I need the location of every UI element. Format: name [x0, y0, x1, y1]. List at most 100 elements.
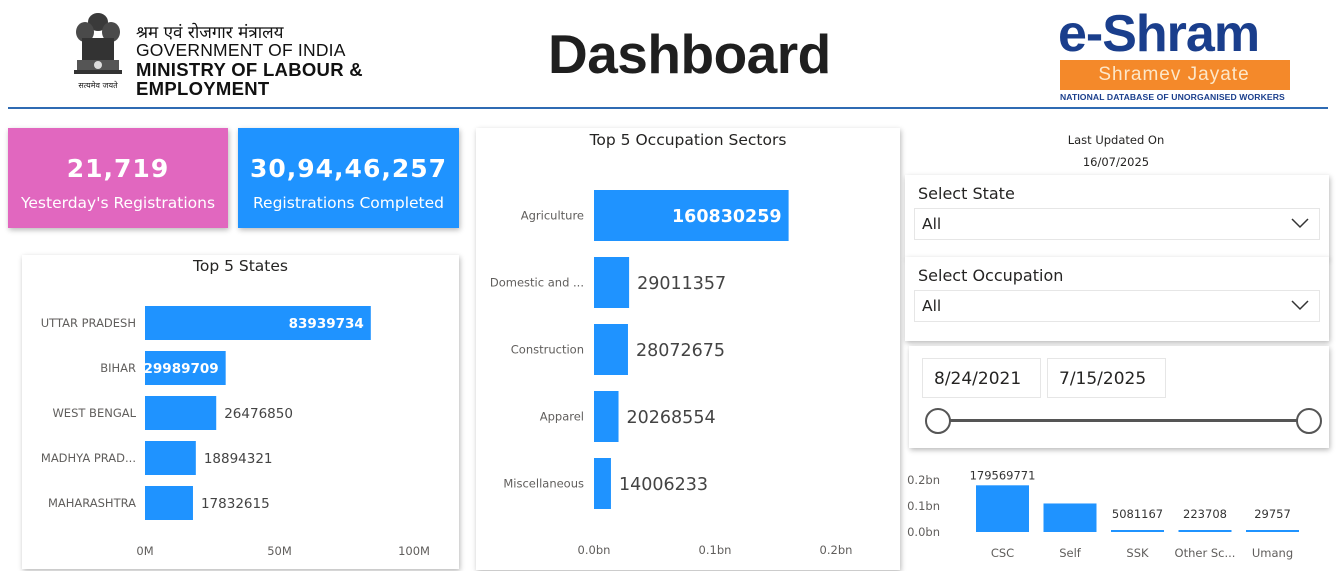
- eshram-logo: e-Shram Shramev Jayate NATIONAL DATABASE…: [1058, 8, 1294, 104]
- date-slider-track[interactable]: [938, 419, 1309, 422]
- bar: [594, 324, 628, 375]
- logo-subtitle: NATIONAL DATABASE OF UNORGANISED WORKERS: [1060, 92, 1285, 102]
- kpi-registrations-completed[interactable]: 30,94,46,257 Registrations Completed: [238, 128, 459, 228]
- category-label: WEST BENGAL: [52, 406, 136, 420]
- top-occupation-chart[interactable]: Top 5 Occupation Sectors Agriculture 1608…: [476, 128, 900, 570]
- x-tick-label: 0M: [136, 544, 153, 558]
- category-label: Self: [1059, 546, 1082, 560]
- occupation-slicer-title: Select Occupation: [918, 266, 1064, 285]
- category-label: BIHAR: [100, 361, 136, 375]
- last-updated: Last Updated On 16/07/2025: [1040, 129, 1192, 173]
- bar: [594, 190, 789, 241]
- top-states-chart[interactable]: Top 5 States UTTAR PRADESH 83939734 BIHAR 2…: [22, 255, 459, 569]
- kpi-label: Registrations Completed: [252, 194, 444, 212]
- category-label: UTTAR PRADESH: [41, 316, 136, 330]
- bar: [976, 485, 1029, 532]
- date-slider-start-handle[interactable]: [925, 408, 951, 434]
- ministry-hindi-title: श्रम एवं रोजगार मंत्रालय: [136, 23, 284, 43]
- data-label: 29011357: [637, 274, 726, 294]
- data-label: 17832615: [201, 496, 270, 512]
- bar: [594, 458, 611, 509]
- data-label: 5081167: [1112, 507, 1163, 521]
- ministry-line-1: MINISTRY OF LABOUR &: [136, 59, 363, 80]
- bar: [1178, 530, 1232, 532]
- chevron-down-icon[interactable]: [1291, 216, 1309, 230]
- kpi-yesterday-registrations[interactable]: 21,719 Yesterday's Registrations: [8, 128, 228, 228]
- kpi-label: Yesterday's Registrations: [20, 194, 216, 212]
- bar: [1246, 530, 1299, 532]
- category-label: SSK: [1126, 546, 1149, 560]
- data-label: 223708: [1183, 507, 1227, 521]
- category-label: CSC: [991, 546, 1014, 560]
- registration-source-plot: 0.2bn 0.1bn 0.0bn 179569771 CSC Self 5081167 SS…: [907, 468, 1299, 560]
- category-label: Apparel: [540, 410, 584, 424]
- y-tick-label: 0.2bn: [907, 473, 940, 487]
- category-label: Construction: [511, 343, 584, 357]
- bar: [145, 396, 217, 430]
- kpi-value: 30,94,46,257: [249, 154, 448, 183]
- category-label: Other Sc...: [1175, 546, 1236, 560]
- last-updated-label: Last Updated On: [1067, 133, 1165, 147]
- category-label: Agriculture: [521, 209, 584, 223]
- logo-tagline: Shramev Jayate: [1098, 64, 1250, 85]
- government-label: GOVERNMENT OF INDIA: [136, 40, 346, 60]
- data-label: 29757: [1254, 507, 1291, 521]
- chart-title: Top 5 States: [193, 257, 288, 275]
- top-occupation-plot: Agriculture 160830259 Domestic and ... 2901…: [490, 190, 853, 557]
- x-tick-label: 0.0bn: [578, 543, 611, 557]
- data-label: 29989709: [144, 361, 219, 377]
- x-tick-label: 100M: [398, 544, 430, 558]
- bar: [594, 257, 630, 308]
- bar: [145, 351, 226, 385]
- y-tick-label: 0.0bn: [907, 525, 940, 539]
- data-label: 83939734: [289, 316, 364, 332]
- occupation-dropdown-value: All: [922, 297, 942, 315]
- logo-wordmark: e-Shram: [1058, 5, 1260, 63]
- category-label: Domestic and ...: [490, 276, 584, 290]
- state-dropdown[interactable]: All: [914, 208, 1320, 240]
- ministry-line-2: EMPLOYMENT: [136, 78, 270, 99]
- state-slicer-title: Select State: [918, 184, 1015, 203]
- bar: [1111, 530, 1164, 532]
- occupation-slicer: Select Occupation All: [905, 257, 1329, 341]
- bar: [594, 391, 619, 442]
- kpi-value: 21,719: [66, 154, 170, 183]
- emblem-caption: सत्यमेव जयते: [78, 81, 118, 90]
- data-label: 28072675: [636, 341, 725, 361]
- chevron-down-icon[interactable]: [1291, 298, 1309, 312]
- top-states-plot: UTTAR PRADESH 83939734 BIHAR 29989709 WEST B…: [41, 306, 430, 558]
- bar: [145, 441, 196, 475]
- data-label: 18894321: [204, 451, 273, 467]
- data-label: 160830259: [672, 207, 782, 227]
- header-divider: [8, 107, 1328, 109]
- registration-source-chart[interactable]: 0.2bn 0.1bn 0.0bn 179569771 CSC Self 5081167 SS…: [905, 460, 1335, 570]
- page-title: Dashboard: [548, 23, 831, 85]
- bar: [145, 306, 371, 340]
- bar: [145, 486, 193, 520]
- category-label: MADHYA PRAD...: [41, 451, 136, 465]
- data-label: 26476850: [224, 406, 293, 422]
- date-range-slicer: 8/24/2021 7/15/2025: [909, 346, 1329, 448]
- date-slider-end-handle[interactable]: [1296, 408, 1322, 434]
- logo-band: [1060, 60, 1290, 90]
- start-date-input[interactable]: 8/24/2021: [922, 358, 1041, 398]
- bar: [1043, 503, 1097, 532]
- data-label: 20268554: [627, 408, 716, 428]
- category-label: Umang: [1252, 546, 1293, 560]
- state-dropdown-value: All: [922, 215, 942, 233]
- chart-title: Top 5 Occupation Sectors: [589, 131, 787, 149]
- state-slicer: Select State All: [905, 175, 1329, 259]
- x-tick-label: 0.1bn: [699, 543, 732, 557]
- national-emblem-icon: सत्यमेव जयते: [70, 10, 126, 96]
- category-label: MAHARASHTRA: [48, 496, 136, 510]
- occupation-dropdown[interactable]: All: [914, 290, 1320, 322]
- end-date-input[interactable]: 7/15/2025: [1047, 358, 1166, 398]
- data-label: 14006233: [619, 475, 708, 495]
- data-label: 179569771: [970, 468, 1036, 482]
- ministry-name: MINISTRY OF LABOUR & EMPLOYMENT: [136, 60, 363, 98]
- category-label: Miscellaneous: [503, 477, 584, 491]
- y-tick-label: 0.1bn: [907, 499, 940, 513]
- last-updated-date: 16/07/2025: [1082, 155, 1150, 169]
- x-tick-label: 50M: [267, 544, 292, 558]
- x-tick-label: 0.2bn: [820, 543, 853, 557]
